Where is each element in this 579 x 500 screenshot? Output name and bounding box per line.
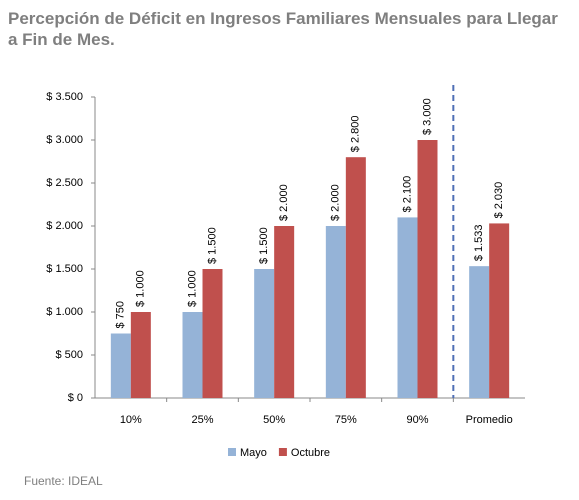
x-tick-label: 90%: [406, 414, 428, 426]
y-tick-label: $ 0: [68, 392, 83, 404]
bar: [469, 266, 490, 398]
x-tick-label: 10%: [120, 414, 142, 426]
data-label: $ 2.030: [493, 182, 505, 219]
data-label: $ 2.100: [401, 176, 413, 213]
data-label: $ 1.533: [473, 224, 485, 261]
bar: [110, 333, 131, 398]
x-tick-label: 75%: [335, 414, 357, 426]
chart-title: Percepción de Déficit en Ingresos Famili…: [8, 9, 558, 49]
source-note: Fuente: IDEAL: [24, 474, 103, 488]
data-label: $ 2.000: [278, 184, 290, 221]
y-tick-label: $ 2.500: [46, 177, 83, 189]
data-label: $ 3.000: [421, 98, 433, 135]
bar: [130, 312, 151, 398]
legend-swatch: [278, 448, 287, 456]
bar: [417, 140, 438, 398]
bar: [274, 226, 295, 398]
y-tick-label: $ 3.000: [46, 134, 83, 146]
y-tick-label: $ 2.000: [46, 220, 83, 232]
bar: [489, 223, 510, 398]
data-label: $ 1.500: [258, 227, 270, 264]
y-tick-label: $ 1.000: [46, 306, 83, 318]
data-label: $ 1.000: [135, 270, 147, 307]
x-tick-label: 50%: [263, 414, 285, 426]
data-label: $ 750: [115, 301, 127, 329]
x-tick-label: Promedio: [466, 414, 513, 426]
bar: [325, 226, 346, 398]
x-tick-label: 25%: [191, 414, 213, 426]
bar: [345, 157, 366, 398]
y-tick-label: $ 3.500: [46, 91, 83, 103]
data-label: $ 2.800: [350, 115, 362, 152]
data-label: $ 1.500: [206, 227, 218, 264]
legend-label: Mayo: [240, 447, 267, 459]
bar: [397, 217, 418, 398]
data-label: $ 1.000: [186, 270, 198, 307]
y-tick-label: $ 500: [55, 349, 83, 361]
bar: [182, 312, 203, 398]
data-label: $ 2.000: [330, 184, 342, 221]
y-tick-label: $ 1.500: [46, 263, 83, 275]
legend-label: Octubre: [291, 447, 330, 459]
bar: [202, 269, 223, 398]
bar: [254, 269, 275, 398]
legend-swatch: [228, 448, 236, 456]
